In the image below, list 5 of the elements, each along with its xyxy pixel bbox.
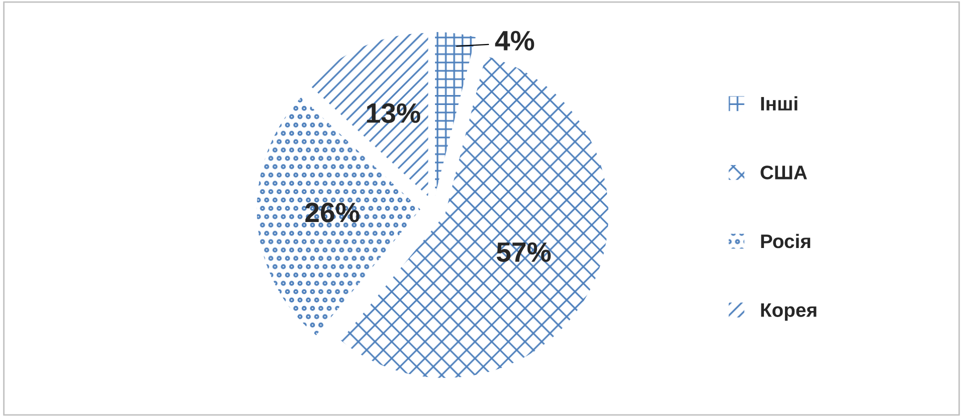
legend-label: Інші: [761, 96, 798, 110]
legend-label: Росія: [761, 234, 810, 248]
legend-label: США: [760, 166, 807, 180]
legend-label: Корея: [761, 303, 816, 321]
data-label: 4%: [495, 30, 534, 50]
